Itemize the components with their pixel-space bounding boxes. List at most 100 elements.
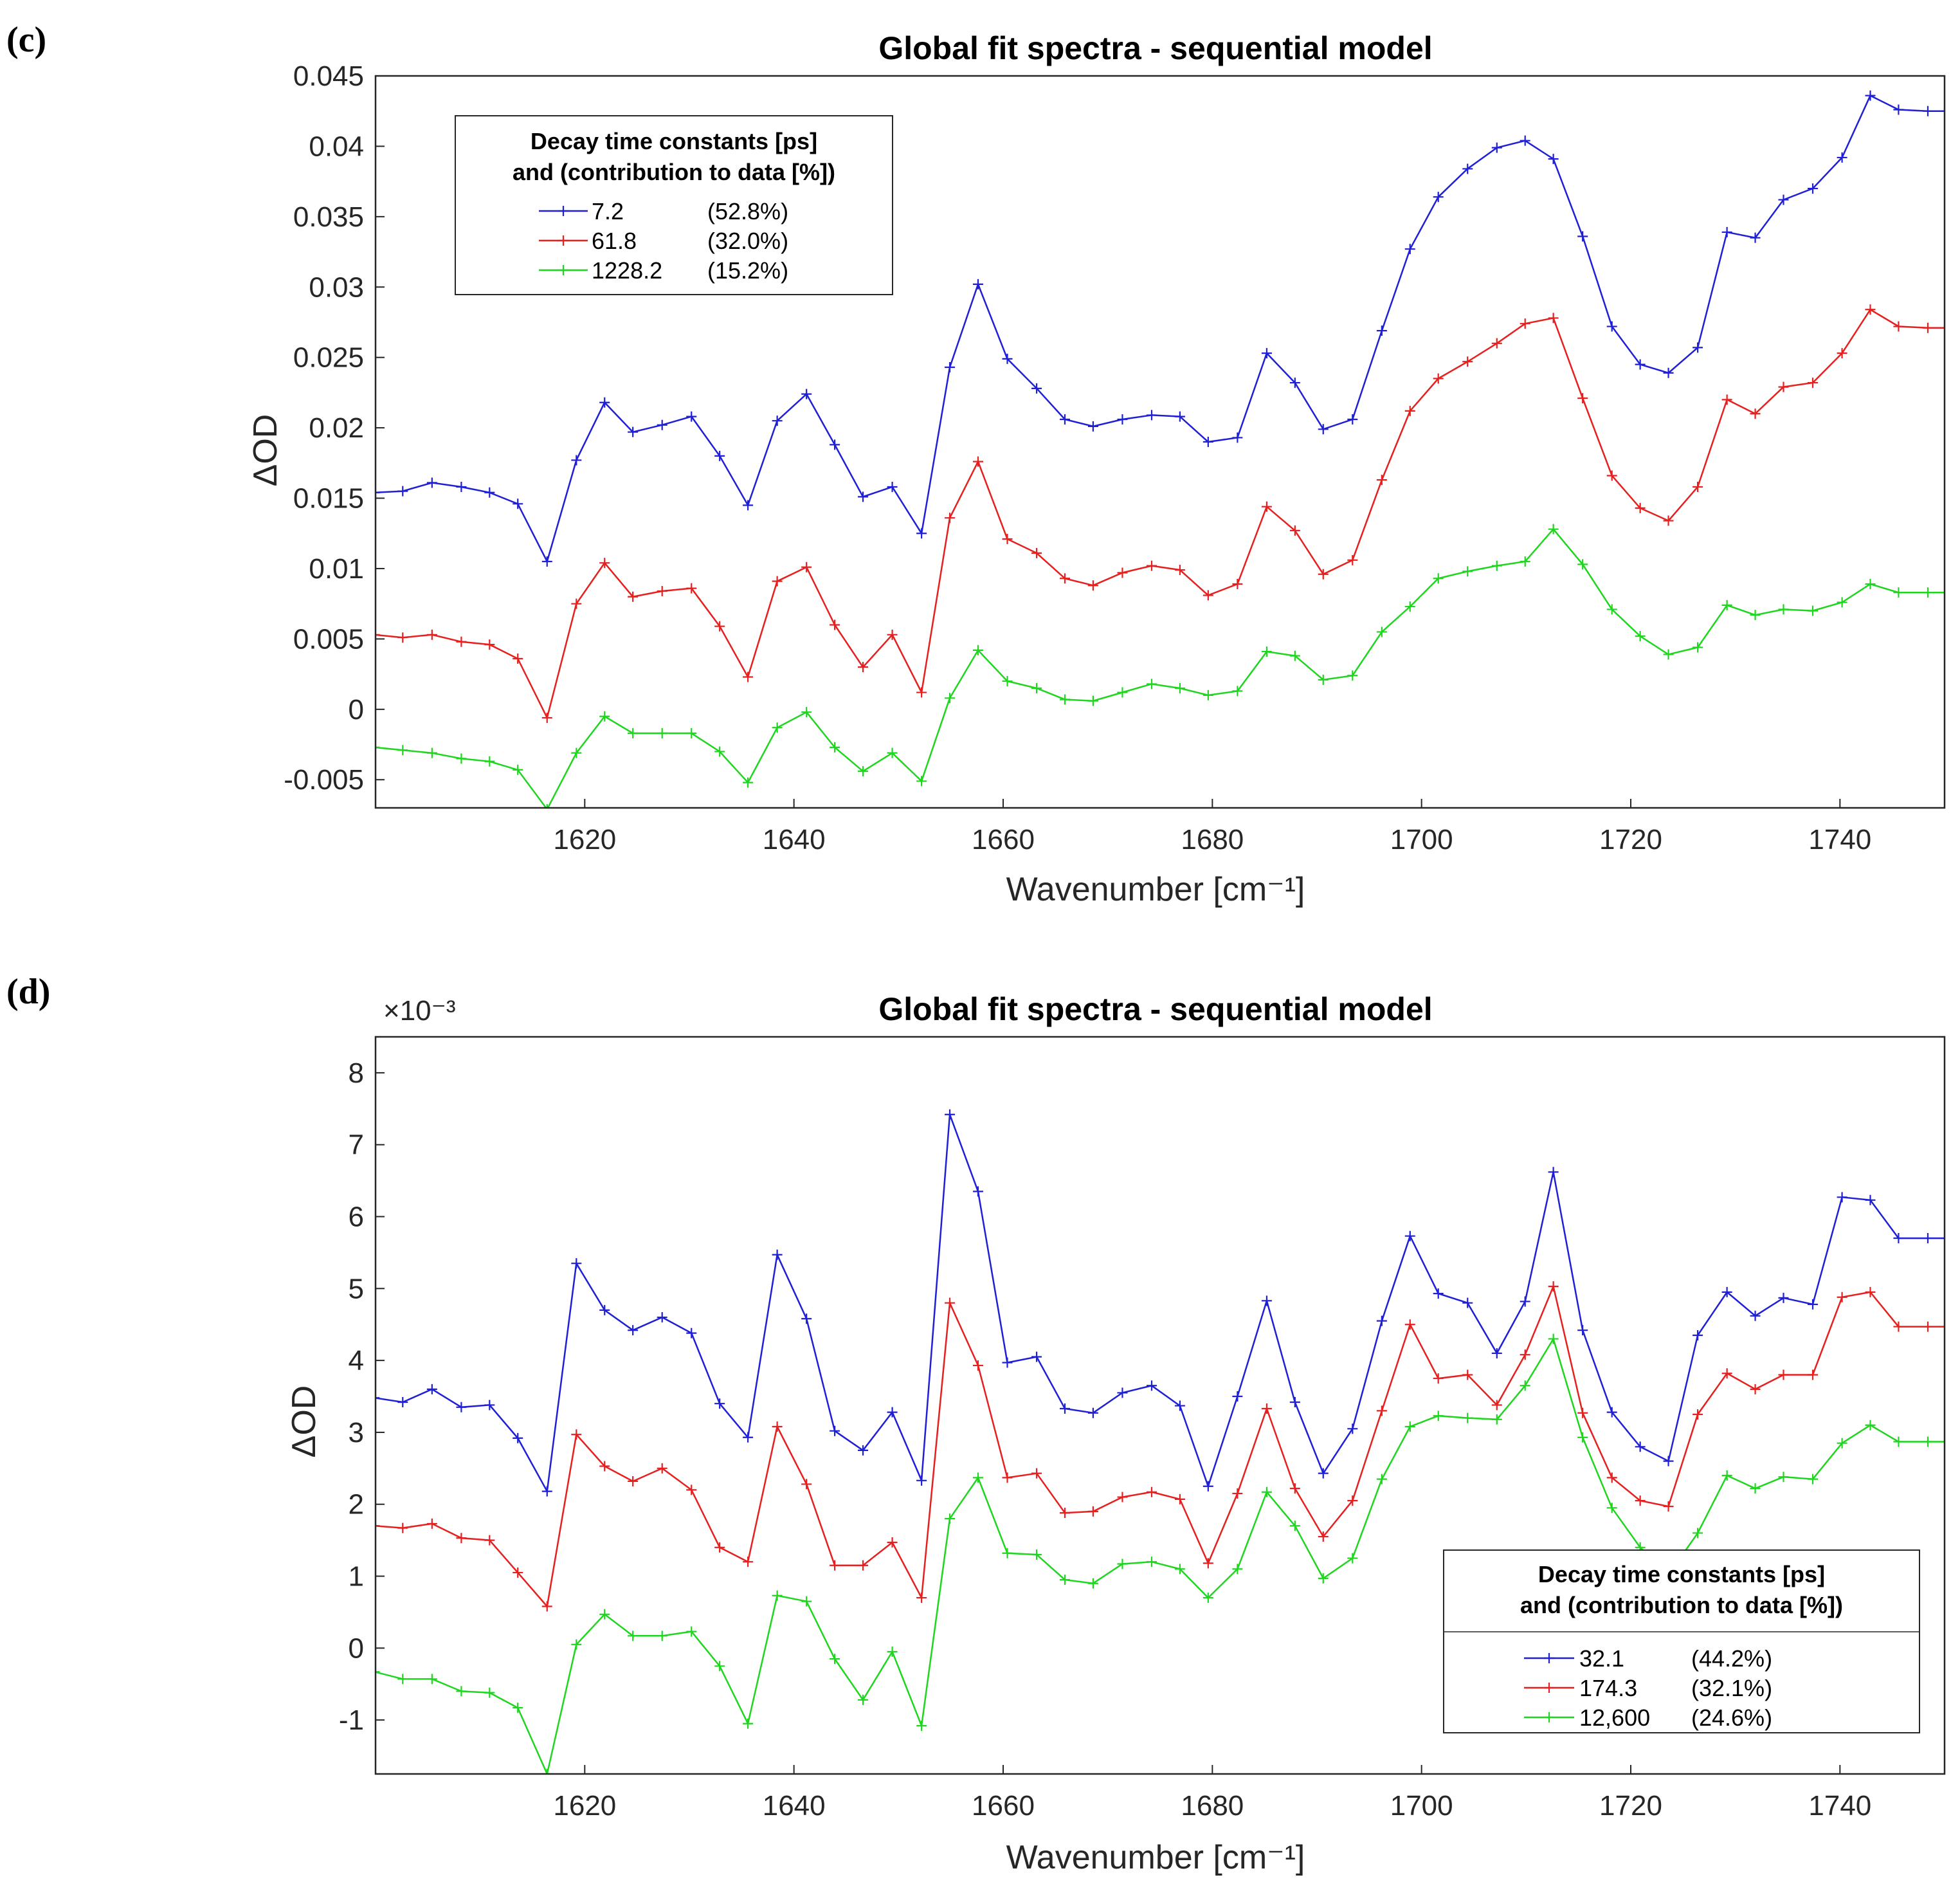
- panel-c-series-1-marker: [1031, 383, 1042, 394]
- panel-d-series-2-marker: [772, 1421, 783, 1432]
- panel-c-series-1-marker: [1922, 105, 1933, 116]
- panel-c-series-3-marker: [916, 776, 927, 787]
- panel-c-legend-entry-3: 1228.2 (15.2%): [539, 257, 788, 284]
- panel-d-series-1-marker: [1577, 1325, 1588, 1336]
- panel-c-series-1-marker: [1002, 353, 1013, 364]
- panel-c-series-2-marker: [1404, 405, 1415, 416]
- panel-c-series-2-marker: [1635, 502, 1646, 513]
- panel-d-series-2-marker: [945, 1297, 956, 1308]
- panel-d-series-1-marker: [1692, 1329, 1703, 1340]
- panel-d-series-1-marker: [1318, 1468, 1329, 1479]
- panel-d-label: (d): [6, 972, 50, 1012]
- panel-d-series-2-marker: [1347, 1495, 1358, 1506]
- panel-d-series-2-marker: [1837, 1292, 1847, 1302]
- panel-d-series-3-marker: [1117, 1558, 1128, 1569]
- panel-d-legend-tau: 32.1: [1579, 1645, 1624, 1672]
- panel-c-series-3-marker: [513, 764, 523, 775]
- panel-c-series-2-marker: [1031, 547, 1042, 558]
- panel-d-legend-title-2: and (contribution to data [%]): [1520, 1592, 1843, 1618]
- panel-d-series-2-marker: [1548, 1281, 1559, 1292]
- panel-d-series-2-marker: [599, 1461, 610, 1472]
- panel-d-legend-title-1: Decay time constants [ps]: [1538, 1561, 1825, 1587]
- panel-c-series-3-marker: [1520, 556, 1530, 567]
- panel-c-ytick-label: 0.01: [309, 553, 364, 585]
- panel-c-series-1-marker: [858, 491, 869, 502]
- panel-d-series-1-marker: [1404, 1230, 1415, 1241]
- panel-c-series-2-marker: [1548, 313, 1559, 324]
- panel-c-series-1-marker: [686, 411, 697, 422]
- panel-c-series-2-marker: [1893, 321, 1904, 332]
- panel-d-series-3-marker: [1692, 1528, 1703, 1539]
- panel-c-ytick-label: -0.005: [284, 764, 364, 796]
- panel-c-series-1-marker: [599, 397, 610, 408]
- panel-c-series-2-marker: [571, 598, 582, 609]
- panel-c-series-2-marker: [1922, 322, 1933, 333]
- panel-c-series-2-marker: [1837, 348, 1847, 359]
- panel-d-ytick-label: -1: [339, 1704, 364, 1736]
- panel-d-series-2-marker: [916, 1593, 927, 1603]
- panel-c-series-2-marker: [1376, 475, 1387, 486]
- panel-c-series-2-marker: [1174, 565, 1185, 576]
- panel-d-series-3-marker: [1002, 1548, 1013, 1558]
- panel-c-series-3-marker: [376, 746, 380, 748]
- panel-c-series-3-marker: [1893, 587, 1904, 598]
- panel-d-series-2-marker: [686, 1484, 697, 1495]
- panel-c-series-1-marker: [1376, 325, 1387, 336]
- panel-d-series-3-marker: [657, 1631, 667, 1641]
- panel-d-series-3-marker: [714, 1661, 725, 1672]
- panel-c-series-1-marker: [1893, 104, 1904, 115]
- panel-d-series-3-marker: [1433, 1411, 1444, 1421]
- panel-d-series-2-marker: [1146, 1486, 1157, 1497]
- panel-c-series-2-marker: [1577, 393, 1588, 404]
- panel-c-series-1-marker: [456, 482, 467, 493]
- panel-d-series-1-marker: [1002, 1357, 1013, 1368]
- panel-c-series-1-marker: [541, 556, 552, 567]
- panel-c-ylabel: ΔOD: [247, 414, 284, 487]
- panel-c-series-3-marker: [426, 747, 437, 758]
- panel-d-series-3-marker: [599, 1609, 610, 1620]
- panel-d-series-2-marker: [1520, 1349, 1530, 1360]
- panel-d-series-1-marker: [1202, 1481, 1213, 1492]
- panel-d-series-2-marker: [1893, 1321, 1904, 1332]
- panel-c-legend: Decay time constants [ps] and (contribut…: [455, 115, 893, 295]
- panel-c-series-3-marker: [830, 742, 840, 753]
- panel-d-series-1-marker: [1289, 1396, 1300, 1407]
- panel-c-series-3-marker: [1577, 559, 1588, 570]
- panel-d-legend-tau: 174.3: [1579, 1675, 1637, 1701]
- panel-d-series-1-marker: [686, 1328, 697, 1338]
- panel-c-series-3-marker: [1261, 646, 1272, 657]
- panel-d-series-3-marker: [397, 1674, 408, 1685]
- panel-c-series-2-marker: [686, 583, 697, 594]
- panel-c-series-2-marker: [1692, 482, 1703, 493]
- panel-c-series-3-marker: [686, 728, 697, 739]
- panel-d-series-3-marker: [541, 1769, 552, 1774]
- panel-c-series-1-marker: [657, 419, 667, 430]
- panel-d-series-2-marker: [513, 1567, 523, 1578]
- panel-c-series-1-marker: [1146, 410, 1157, 421]
- panel-c-series-1-marker: [1087, 421, 1098, 432]
- panel-d-legend-contribution: (44.2%): [1691, 1645, 1772, 1672]
- panel-c-ytick-label: 0.025: [293, 342, 364, 374]
- panel-c-series-1-marker: [1117, 414, 1128, 425]
- panel-c-series-1-marker: [1174, 411, 1185, 422]
- panel-c-series-1-marker: [1433, 192, 1444, 203]
- panel-c-ytick-label: 0.035: [293, 201, 364, 233]
- panel-d-xtick-label: 1680: [1181, 1790, 1244, 1822]
- panel-d-series-2-marker: [1261, 1403, 1272, 1414]
- panel-d-ytick-label: 8: [349, 1057, 364, 1089]
- panel-d-series-3-marker: [376, 1671, 380, 1673]
- panel-c-series-2-marker: [1778, 381, 1789, 392]
- panel-c-ytick-label: 0.02: [309, 412, 364, 444]
- panel-d-series-2-marker: [376, 1525, 380, 1527]
- panel-d-series-2-marker: [1577, 1407, 1588, 1418]
- panel-d-ytick-label: 5: [349, 1273, 364, 1304]
- panel-d-series-1-marker: [513, 1432, 523, 1443]
- panel-d-series-3-marker: [1750, 1483, 1761, 1494]
- panel-d-xtick-label: 1700: [1390, 1790, 1453, 1822]
- panel-d-series-1-marker: [1548, 1167, 1559, 1178]
- panel-c-series-2-marker: [426, 629, 437, 640]
- panel-c-series-1-marker: [1491, 142, 1502, 153]
- panel-c-series-3-marker: [1692, 642, 1703, 653]
- panel-c-series-2-marker: [1347, 554, 1358, 565]
- panel-d-series-2-marker: [1491, 1400, 1502, 1411]
